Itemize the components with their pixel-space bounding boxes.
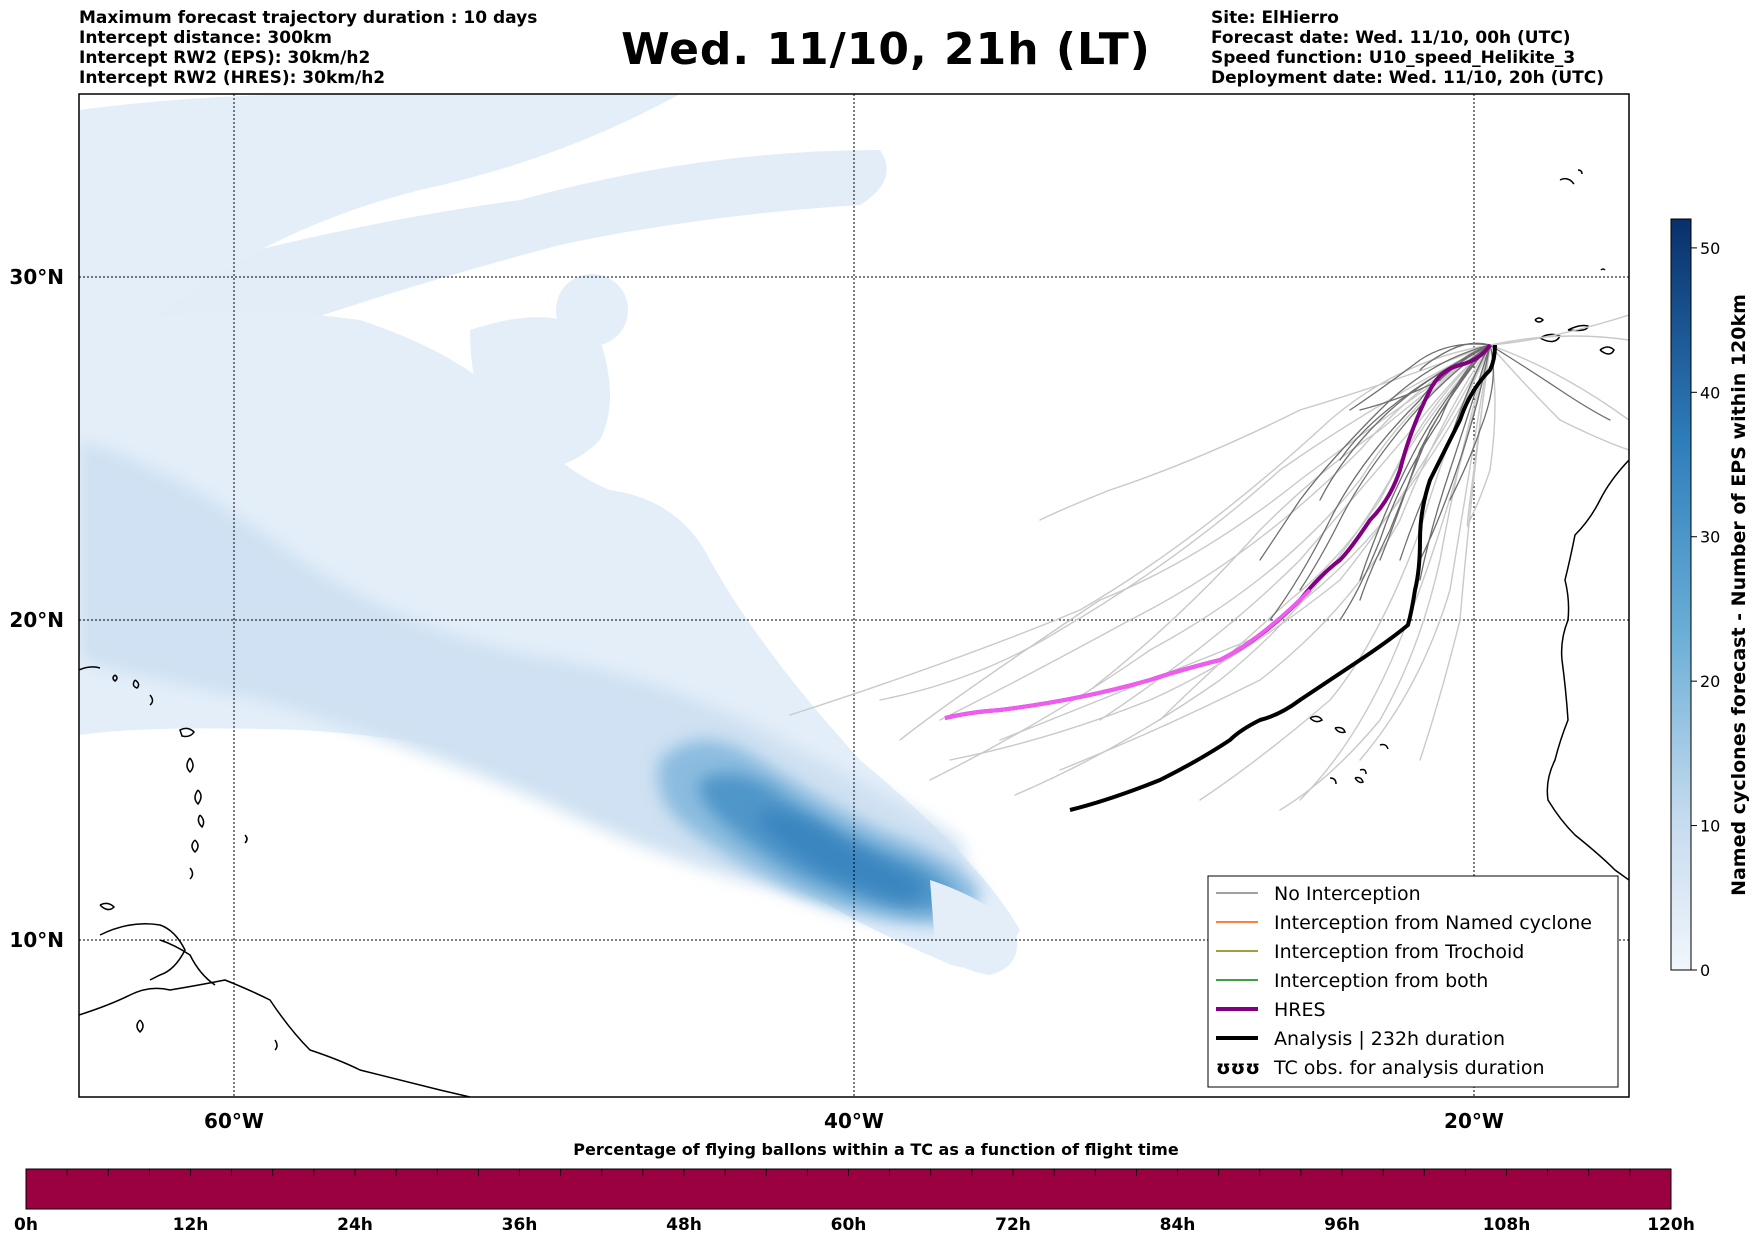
flight-time-tick-label: 60h xyxy=(830,1215,867,1235)
coast-canaries xyxy=(1534,317,1545,323)
colorbar-tick-label: 30 xyxy=(1700,528,1720,547)
lat-label: 30°N xyxy=(9,265,64,289)
coast-island xyxy=(112,674,118,682)
flight-time-tick-label: 96h xyxy=(1324,1215,1360,1235)
coast-cape-verde xyxy=(1329,777,1337,785)
coast-cape-verde xyxy=(1359,768,1367,775)
lon-label: 40°W xyxy=(824,1109,884,1133)
lat-label: 20°N xyxy=(9,608,64,632)
lon-label: 60°W xyxy=(204,1109,264,1133)
colorbar-tick-label: 10 xyxy=(1700,817,1720,836)
coast-island xyxy=(244,834,248,844)
coast-cape-verde xyxy=(1354,776,1364,784)
param-line: Intercept RW2 (EPS): 30km/h2 xyxy=(79,48,371,68)
lat-label: 10°N xyxy=(9,928,64,952)
legend-label: Analysis | 232h duration xyxy=(1274,1028,1505,1050)
coast-island xyxy=(189,867,194,880)
legend-label: Interception from both xyxy=(1274,970,1488,992)
coast-island xyxy=(149,694,154,706)
flight-time-tick-label: 72h xyxy=(995,1215,1031,1235)
page-title: Wed. 11/10, 21h (LT) xyxy=(621,24,1151,75)
coast-island xyxy=(186,757,194,774)
colorbar-tick-label: 0 xyxy=(1700,961,1710,980)
colorbar-label: Named cyclones forecast - Number of EPS … xyxy=(1728,294,1750,896)
legend-box xyxy=(1207,875,1619,1088)
flight-time-tick-label: 12h xyxy=(172,1215,209,1235)
flight-time-tick-label: 36h xyxy=(501,1215,538,1235)
coast-island xyxy=(132,679,140,689)
colorbar-tick-label: 40 xyxy=(1700,383,1720,402)
param-line: Maximum forecast trajectory duration : 1… xyxy=(79,8,538,28)
density-band xyxy=(79,94,680,360)
coast-island xyxy=(179,727,195,738)
coast-island xyxy=(99,902,116,911)
colorbar-tick-label: 50 xyxy=(1700,239,1720,258)
coast-iberia xyxy=(1577,169,1583,175)
density-tail xyxy=(930,880,1018,975)
density-blob xyxy=(470,317,610,467)
coast-island xyxy=(194,789,202,806)
coast-cape-verde xyxy=(1334,726,1346,734)
legend-label: No Interception xyxy=(1274,883,1421,905)
param-line: Deployment date: Wed. 11/10, 20h (UTC) xyxy=(1211,68,1605,88)
coast-island xyxy=(191,839,199,854)
cyclone-density-layer xyxy=(79,94,1629,1097)
site-parameters: Site: ElHierro Forecast date: Wed. 11/10… xyxy=(1211,8,1604,88)
flight-time-tick-label: 108h xyxy=(1482,1215,1531,1235)
flight-time-bar xyxy=(25,1168,1672,1210)
coast-island xyxy=(159,939,216,986)
coastlines xyxy=(79,169,1629,1097)
legend-label: Interception from Named cyclone xyxy=(1274,912,1592,934)
flight-time-tick-label: 24h xyxy=(337,1215,373,1235)
forecast-parameters: Maximum forecast trajectory duration : 1… xyxy=(79,8,537,88)
coast-madeira xyxy=(1600,268,1606,271)
flight-time-title: Percentage of flying ballons within a TC… xyxy=(573,1140,1179,1159)
flight-time-tick-label: 84h xyxy=(1159,1215,1196,1235)
lon-label: 20°W xyxy=(1444,1109,1504,1133)
legend-label: HRES xyxy=(1274,999,1326,1021)
param-line: Site: ElHierro xyxy=(1211,8,1339,28)
colorbar: 0 10 20 30 40 50 Named cyclones forecast - Nu… xyxy=(1670,218,1750,980)
colorbar-scale xyxy=(1670,218,1692,971)
hres-trajectory-late xyxy=(944,588,1312,720)
axis-labels: 30°N 20°N 10°N 60°W 40°W 20°W xyxy=(9,265,1504,1133)
coast-antilles xyxy=(79,666,101,671)
legend-label: TC obs. for analysis duration xyxy=(1273,1057,1545,1079)
coast-island xyxy=(274,1039,278,1051)
param-line: Forecast date: Wed. 11/10, 00h (UTC) xyxy=(1211,28,1571,48)
coast-africa xyxy=(1546,459,1629,881)
density-core xyxy=(760,810,923,900)
tc-obs-symbol: ʊʊʊ xyxy=(1216,1057,1260,1079)
coast-south-america xyxy=(79,979,471,1097)
flight-time-fill xyxy=(25,1168,1672,1210)
coast-canaries xyxy=(1567,324,1589,332)
param-line: Intercept distance: 300km xyxy=(79,28,332,48)
coast-island xyxy=(197,814,205,829)
graticule xyxy=(79,94,1629,1097)
legend-label: Interception from Trochoid xyxy=(1274,941,1524,963)
colorbar-tick-label: 20 xyxy=(1700,672,1720,691)
coast-canaries xyxy=(1599,346,1615,355)
coast-trinidad-region xyxy=(99,923,186,981)
coast-iberia xyxy=(1559,177,1575,185)
analysis-trajectory xyxy=(1069,344,1497,812)
param-line: Speed function: U10_speed_Helikite_3 xyxy=(1211,48,1576,68)
flight-time-tick-label: 120h xyxy=(1647,1215,1695,1235)
coast-island xyxy=(136,1019,144,1034)
param-line: Intercept RW2 (HRES): 30km/h2 xyxy=(79,68,386,88)
coast-cape-verde xyxy=(1309,715,1324,723)
flight-time-tick-label: 0h xyxy=(14,1215,38,1235)
legend: No Interception Interception from Named c… xyxy=(1207,875,1619,1088)
coast-cape-verde xyxy=(1379,743,1389,750)
map-frame xyxy=(78,93,1630,1098)
flight-time-tick-label: 48h xyxy=(666,1215,702,1235)
